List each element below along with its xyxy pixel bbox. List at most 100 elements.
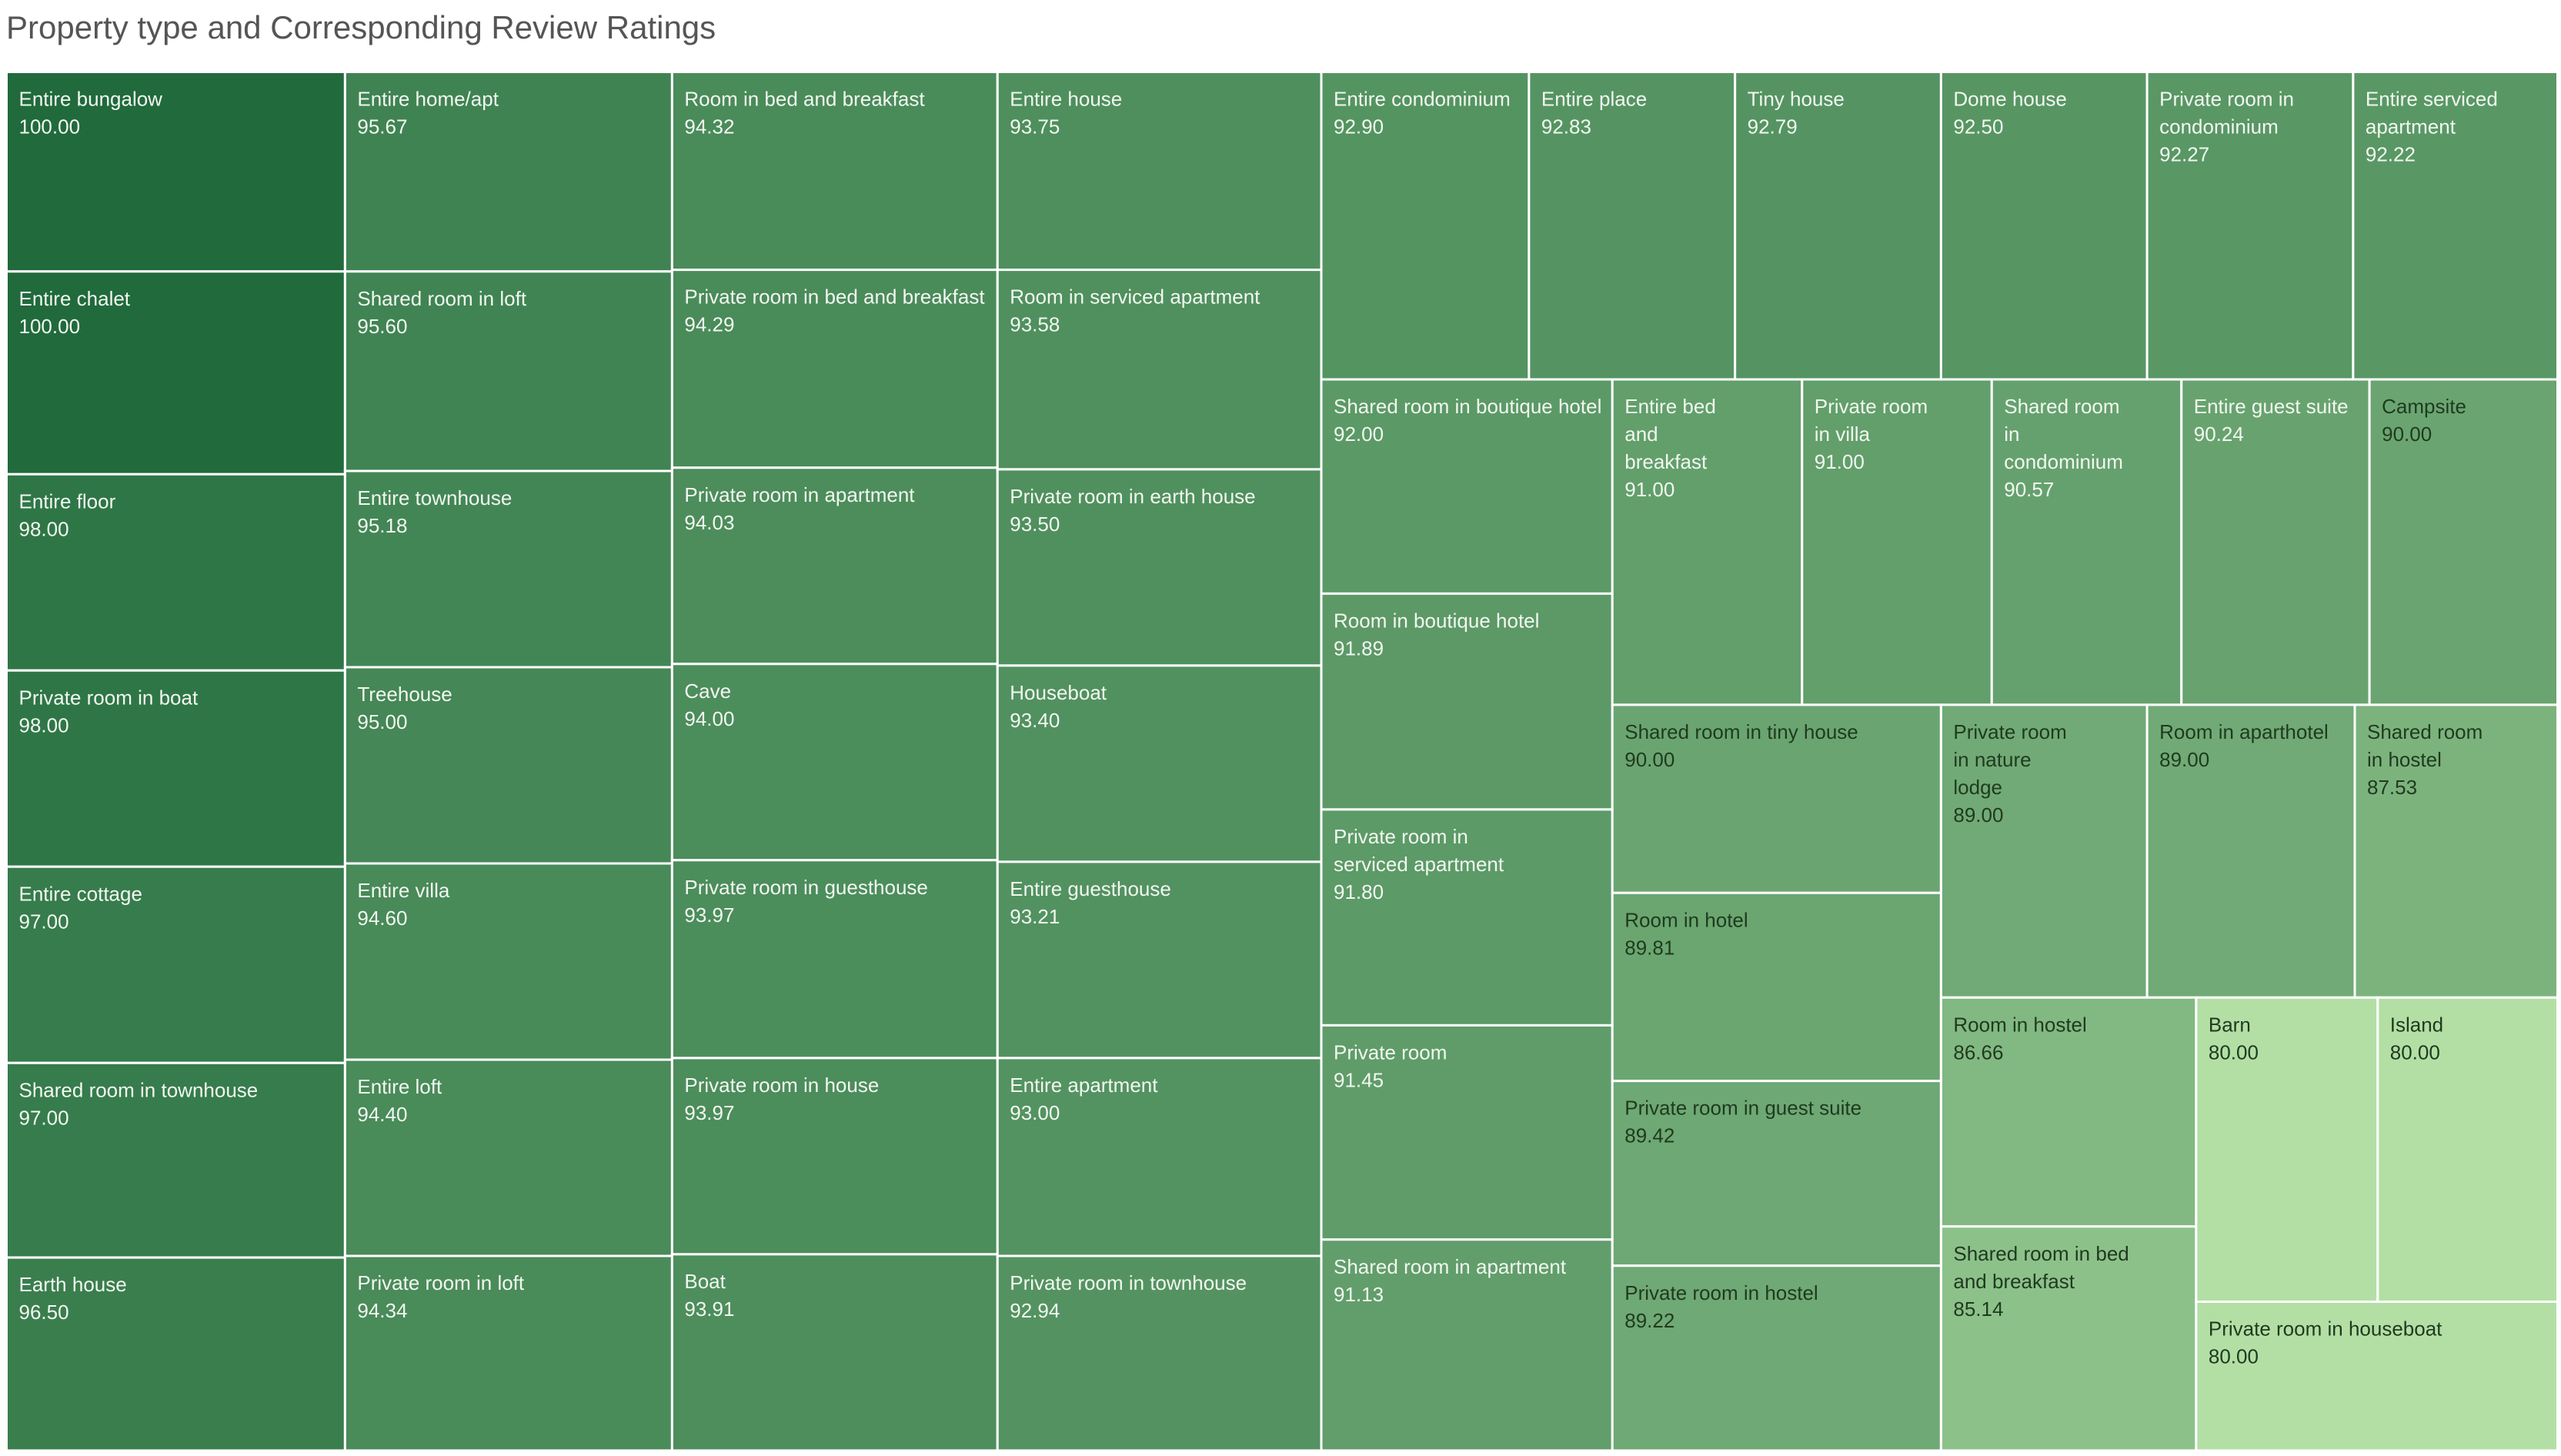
treemap-rect[interactable] (343, 469, 673, 669)
treemap-tile-private-room[interactable]: Private room 91.45 (1320, 1024, 1614, 1241)
treemap-tile-boat[interactable]: Boat 93.91 (670, 1253, 999, 1452)
treemap-rect[interactable] (1528, 71, 1737, 381)
treemap-rect[interactable] (343, 862, 673, 1061)
treemap-tile-private-room-in-serviced-apartment[interactable]: Private room in serviced apartment 91.80 (1320, 808, 1614, 1027)
treemap-rect[interactable] (996, 269, 1323, 471)
treemap-tile-entire-serviced-apartment[interactable]: Entire serviced apartment 92.22 (2352, 71, 2559, 381)
treemap-tile-shared-room-in-boutique-hotel[interactable]: Shared room in boutique hotel 92.00 (1320, 378, 1614, 595)
treemap-rect[interactable] (1611, 1264, 1942, 1452)
treemap-rect[interactable] (670, 269, 999, 469)
treemap-tile-entire-townhouse[interactable]: Entire townhouse 95.18 (343, 469, 673, 669)
treemap-tile-shared-room-in-tiny-house[interactable]: Shared room in tiny house 90.00 (1611, 703, 1942, 894)
treemap-tile-shared-room-in-bed-and-breakfast[interactable]: Shared room in bed and breakfast 85.14 (1939, 1225, 2198, 1452)
treemap-rect[interactable] (996, 860, 1323, 1060)
treemap-tile-room-in-bed-and-breakfast[interactable]: Room in bed and breakfast 94.32 (670, 71, 999, 272)
treemap-tile-private-room-in-apartment[interactable]: Private room in apartment 94.03 (670, 466, 999, 666)
treemap-rect[interactable] (670, 859, 999, 1060)
treemap-rect[interactable] (2180, 378, 2371, 706)
treemap-rect[interactable] (1939, 996, 2198, 1228)
treemap-rect[interactable] (343, 71, 673, 273)
treemap-tile-tiny-house[interactable]: Tiny house 92.79 (1734, 71, 1942, 381)
treemap-rect[interactable] (5, 473, 346, 672)
treemap-tile-entire-chalet[interactable]: Entire chalet 100.00 (5, 270, 346, 476)
treemap-tile-room-in-serviced-apartment[interactable]: Room in serviced apartment 93.58 (996, 269, 1323, 471)
treemap-rect[interactable] (1939, 703, 2149, 999)
treemap-tile-campsite[interactable]: Campsite 90.00 (2368, 378, 2559, 706)
treemap-rect[interactable] (670, 1253, 999, 1452)
treemap-rect[interactable] (5, 669, 346, 868)
treemap-tile-private-room-in-townhouse[interactable]: Private room in townhouse 92.94 (996, 1254, 1323, 1452)
treemap-tile-entire-condominium[interactable]: Entire condominium 92.90 (1320, 71, 1531, 381)
treemap-rect[interactable] (670, 1057, 999, 1256)
treemap-rect[interactable] (1320, 1024, 1614, 1241)
treemap-tile-private-room-in-condominium[interactable]: Private room in condominium 92.27 (2145, 71, 2355, 381)
treemap-rect[interactable] (1611, 1080, 1942, 1267)
treemap-tile-entire-apartment[interactable]: Entire apartment 93.00 (996, 1057, 1323, 1257)
treemap-tile-private-room-in-house[interactable]: Private room in house 93.97 (670, 1057, 999, 1256)
treemap-tile-shared-room-in-hostel[interactable]: Shared room in hostel 87.53 (2353, 703, 2559, 999)
treemap-rect[interactable] (2145, 71, 2355, 381)
treemap-tile-entire-floor[interactable]: Entire floor 98.00 (5, 473, 346, 672)
treemap-tile-island[interactable]: Island 80.00 (2376, 996, 2559, 1303)
treemap-tile-shared-room-in-loft[interactable]: Shared room in loft 95.60 (343, 270, 673, 473)
treemap-rect[interactable] (1939, 1225, 2198, 1452)
treemap-tile-private-room-in-loft[interactable]: Private room in loft 94.34 (343, 1254, 673, 1452)
treemap-tile-entire-place[interactable]: Entire place 92.83 (1528, 71, 1737, 381)
treemap-rect[interactable] (1320, 592, 1614, 811)
treemap-rect[interactable] (1734, 71, 1942, 381)
treemap-tile-entire-house[interactable]: Entire house 93.75 (996, 71, 1323, 272)
treemap-tile-earth-house[interactable]: Earth house 96.50 (5, 1256, 346, 1452)
treemap-rect[interactable] (1611, 891, 1942, 1083)
treemap-tile-entire-home-apt[interactable]: Entire home/apt 95.67 (343, 71, 673, 273)
treemap-rect[interactable] (2353, 703, 2559, 999)
treemap-rect[interactable] (2195, 996, 2379, 1303)
treemap-tile-shared-room-in-condominium[interactable]: Shared room in condominium 90.57 (1990, 378, 2183, 706)
treemap-rect[interactable] (343, 1254, 673, 1452)
treemap-rect[interactable] (996, 468, 1323, 667)
treemap-tile-shared-room-in-townhouse[interactable]: Shared room in townhouse 97.00 (5, 1061, 346, 1259)
treemap-rect[interactable] (5, 71, 346, 273)
treemap-tile-entire-loft[interactable]: Entire loft 94.40 (343, 1058, 673, 1257)
treemap-tile-entire-guest-suite[interactable]: Entire guest suite 90.24 (2180, 378, 2371, 706)
treemap-rect[interactable] (2195, 1301, 2559, 1452)
treemap-tile-barn[interactable]: Barn 80.00 (2195, 996, 2379, 1303)
treemap-tile-private-room-in-boat[interactable]: Private room in boat 98.00 (5, 669, 346, 868)
treemap-rect[interactable] (2368, 378, 2559, 706)
treemap-rect[interactable] (1801, 378, 1993, 706)
treemap-rect[interactable] (2376, 996, 2559, 1303)
treemap-tile-room-in-hostel[interactable]: Room in hostel 86.66 (1939, 996, 2198, 1228)
treemap-tile-private-room-in-hostel[interactable]: Private room in hostel 89.22 (1611, 1264, 1942, 1452)
treemap-tile-shared-room-in-apartment[interactable]: Shared room in apartment 91.13 (1320, 1238, 1614, 1452)
treemap-rect[interactable] (343, 270, 673, 473)
treemap-rect[interactable] (996, 71, 1323, 272)
treemap-tile-private-room-in-villa[interactable]: Private room in villa 91.00 (1801, 378, 1993, 706)
treemap-rect[interactable] (1320, 71, 1531, 381)
treemap-tile-private-room-in-houseboat[interactable]: Private room in houseboat 80.00 (2195, 1301, 2559, 1452)
treemap-tile-entire-guesthouse[interactable]: Entire guesthouse 93.21 (996, 860, 1323, 1060)
treemap-tile-room-in-boutique-hotel[interactable]: Room in boutique hotel 91.89 (1320, 592, 1614, 811)
treemap-rect[interactable] (1320, 1238, 1614, 1452)
treemap-tile-dome-house[interactable]: Dome house 92.50 (1939, 71, 2149, 381)
treemap-rect[interactable] (2145, 703, 2356, 999)
treemap-rect[interactable] (996, 664, 1323, 863)
treemap-tile-private-room-in-earth-house[interactable]: Private room in earth house 93.50 (996, 468, 1323, 667)
treemap-tile-entire-bungalow[interactable]: Entire bungalow 100.00 (5, 71, 346, 273)
treemap-tile-treehouse[interactable]: Treehouse 95.00 (343, 666, 673, 865)
treemap-rect[interactable] (2352, 71, 2559, 381)
treemap-tile-room-in-hotel[interactable]: Room in hotel 89.81 (1611, 891, 1942, 1083)
treemap-rect[interactable] (5, 1256, 346, 1452)
treemap-rect[interactable] (670, 663, 999, 862)
treemap-tile-entire-bed-and-breakfast[interactable]: Entire bed and breakfast 91.00 (1611, 378, 1804, 706)
treemap-rect[interactable] (670, 71, 999, 272)
treemap-tile-room-in-aparthotel[interactable]: Room in aparthotel 89.00 (2145, 703, 2356, 999)
treemap-tile-private-room-in-nature-lodge[interactable]: Private room in nature lodge 89.00 (1939, 703, 2149, 999)
treemap-rect[interactable] (670, 466, 999, 666)
treemap-rect[interactable] (343, 1058, 673, 1257)
treemap-rect[interactable] (5, 270, 346, 476)
treemap-tile-entire-villa[interactable]: Entire villa 94.60 (343, 862, 673, 1061)
treemap-tile-private-room-in-guest-suite[interactable]: Private room in guest suite 89.42 (1611, 1080, 1942, 1267)
treemap-rect[interactable] (1990, 378, 2183, 706)
treemap-tile-cave[interactable]: Cave 94.00 (670, 663, 999, 862)
treemap-rect[interactable] (1320, 378, 1614, 595)
treemap-tile-private-room-in-bed-and-breakfast[interactable]: Private room in bed and breakfast 94.29 (670, 269, 999, 469)
